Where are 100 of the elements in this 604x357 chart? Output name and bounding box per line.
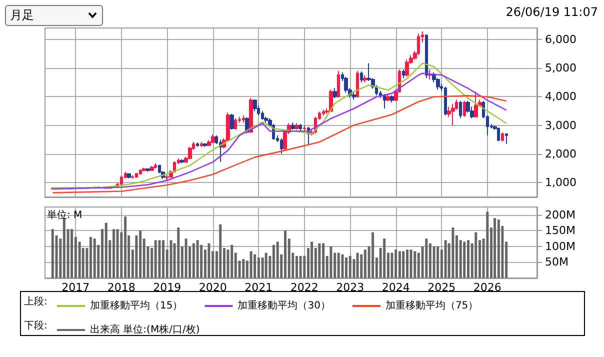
x-tick-label: 2018	[107, 281, 136, 294]
y-tick-label: 150M	[545, 224, 576, 238]
candlestick	[200, 142, 203, 148]
bar	[497, 220, 500, 278]
bar	[177, 228, 180, 278]
candlestick	[463, 100, 466, 118]
bar	[230, 244, 234, 278]
y-tick-label: 5,000	[545, 62, 576, 75]
candlestick	[165, 174, 169, 180]
annotation: 単位: M	[47, 209, 82, 222]
candlestick	[428, 69, 432, 80]
dropdown: 月足	[5, 5, 103, 26]
bar	[444, 240, 447, 278]
bar	[494, 218, 496, 278]
candlestick	[150, 166, 154, 172]
candlestick	[280, 138, 283, 154]
bar	[51, 229, 54, 278]
bar	[364, 250, 366, 278]
candlestick	[154, 162, 157, 169]
bar	[414, 251, 416, 278]
candlestick	[383, 93, 386, 109]
bar	[356, 252, 359, 278]
candlestick	[146, 168, 150, 172]
x-tick-label: 2025	[428, 281, 456, 294]
legend-label: 出来高 単位:(M株/口/枚)	[90, 324, 200, 336]
legend-label: 加重移動平均（75）	[385, 300, 478, 312]
y-tick-label: 4,000	[545, 90, 576, 104]
bar	[318, 243, 321, 278]
candlestick	[234, 118, 237, 130]
bar	[436, 246, 440, 278]
bar	[124, 216, 127, 278]
candlestick	[131, 174, 134, 179]
bar	[219, 224, 222, 278]
bar	[242, 259, 245, 278]
bar	[425, 238, 428, 278]
bar	[254, 254, 256, 278]
bar	[390, 252, 394, 278]
bar	[192, 243, 195, 278]
legend-label: 加重移動平均（30）	[238, 300, 330, 312]
y-tick-label: 3,000	[545, 118, 576, 132]
bar	[139, 230, 142, 278]
bar	[284, 230, 286, 278]
bar	[158, 240, 161, 278]
bar	[337, 252, 340, 278]
candlestick	[135, 172, 138, 178]
legend-title: 上段:	[24, 296, 48, 308]
bar	[162, 240, 164, 278]
candlestick	[356, 70, 359, 98]
candlestick	[333, 88, 337, 99]
bar	[112, 229, 116, 278]
bar	[299, 256, 302, 278]
bar	[154, 240, 157, 278]
candlestick	[405, 59, 409, 78]
bar	[264, 252, 268, 278]
candlestick	[211, 134, 215, 144]
candlestick	[386, 93, 390, 102]
candlestick	[299, 123, 302, 132]
bar	[410, 250, 412, 278]
candlestick	[501, 132, 504, 142]
candlestick	[329, 89, 333, 112]
candlestick	[188, 146, 192, 160]
bar	[296, 256, 298, 278]
candlestick	[203, 142, 207, 148]
x-tick-label: 2021	[244, 281, 273, 294]
candlestick	[352, 92, 356, 100]
candlestick	[249, 98, 253, 134]
candlestick	[120, 175, 123, 185]
candlestick	[497, 127, 500, 142]
y-tick-label: 1,000	[545, 176, 576, 190]
candlestick	[444, 86, 447, 116]
bar	[330, 246, 332, 278]
text: 26/06/19 11:07	[506, 5, 598, 19]
bar	[406, 250, 408, 278]
candlestick	[390, 94, 394, 103]
candlestick	[363, 74, 367, 83]
candlestick	[451, 103, 455, 126]
bar	[452, 228, 454, 278]
bar	[394, 250, 398, 278]
bar	[208, 243, 210, 278]
bar	[170, 240, 172, 278]
bar	[341, 254, 344, 278]
candlestick	[142, 167, 146, 172]
candlestick	[230, 113, 234, 130]
candlestick	[402, 69, 405, 79]
bar	[272, 244, 275, 278]
x-tick-label: 2019	[153, 281, 182, 294]
candlestick	[139, 169, 142, 176]
bar	[184, 238, 188, 278]
bar	[348, 256, 352, 278]
candlestick	[253, 99, 257, 112]
y-tick-label: 200M	[545, 208, 576, 222]
candlestick	[303, 124, 306, 132]
bar	[463, 242, 466, 278]
bar	[402, 251, 405, 278]
bar	[257, 257, 260, 278]
candlestick	[291, 122, 295, 130]
candlestick	[180, 158, 184, 164]
bar	[398, 251, 401, 278]
line-series	[52, 94, 507, 194]
bar	[344, 257, 348, 278]
